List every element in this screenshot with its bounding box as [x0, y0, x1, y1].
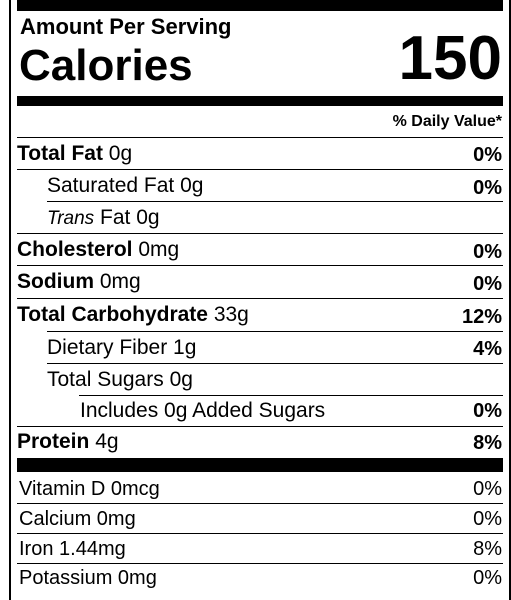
- trans-fat-label: Fat 0g: [100, 206, 160, 229]
- added-sugars-label: Includes 0g Added Sugars: [80, 399, 326, 422]
- vitamin-dv: 0%: [473, 508, 502, 530]
- cholesterol-label: Cholesterol: [17, 238, 133, 261]
- nutrition-facts-panel: Amount Per Serving Calories 150 % Daily …: [9, 0, 511, 600]
- vitamin-label: Vitamin D 0mcg: [19, 478, 160, 500]
- total-fat-dv: 0%: [473, 144, 502, 166]
- rule: [17, 533, 503, 534]
- vitamin-dv: 0%: [473, 567, 502, 589]
- saturated-fat-label: Saturated Fat 0g: [47, 174, 204, 197]
- rule: [47, 201, 503, 202]
- vitamin-label: Potassium 0mg: [19, 567, 157, 589]
- total-fat-row: Total Fat 0g: [17, 143, 132, 164]
- rule: [17, 426, 503, 427]
- rule: [17, 298, 503, 299]
- total-carbohydrate-label: Total Carbohydrate: [17, 303, 208, 326]
- rule: [17, 265, 503, 266]
- protein-label: Protein: [17, 430, 90, 453]
- rule: [17, 169, 503, 170]
- saturated-fat-dv: 0%: [473, 177, 502, 199]
- amount-per-serving-label: Amount Per Serving: [20, 14, 232, 39]
- total-fat-label: Total Fat: [17, 142, 103, 165]
- rule: [79, 395, 503, 396]
- trans-fat-italic-label: Trans: [47, 208, 95, 229]
- protein-dv: 8%: [473, 432, 502, 454]
- rule: [47, 331, 503, 332]
- top-thick-rule: [17, 0, 503, 11]
- added-sugars-dv: 0%: [473, 400, 502, 422]
- calories-label: Calories: [19, 41, 193, 90]
- vitamin-label: Calcium 0mg: [19, 508, 136, 530]
- sodium-dv: 0%: [473, 273, 502, 295]
- calories-value: 150: [398, 24, 502, 93]
- total-carbohydrate-amount: 33g: [213, 303, 249, 326]
- rule: [17, 137, 503, 138]
- protein-row: Protein 4g: [17, 431, 119, 452]
- cholesterol-amount: 0mg: [138, 238, 180, 261]
- total-fat-amount: 0g: [108, 142, 133, 165]
- protein-amount: 4g: [95, 430, 119, 453]
- sodium-label: Sodium: [17, 270, 94, 293]
- sodium-row: Sodium 0mg: [17, 271, 141, 292]
- vitamins-thick-rule: [17, 458, 503, 472]
- rule: [47, 363, 503, 364]
- total-carbohydrate-row: Total Carbohydrate 33g: [17, 304, 249, 325]
- cholesterol-dv: 0%: [473, 241, 502, 263]
- dietary-fiber-label: Dietary Fiber 1g: [47, 336, 197, 359]
- trans-fat-row: Trans Fat 0g: [47, 207, 160, 228]
- rule: [17, 233, 503, 234]
- total-sugars-label: Total Sugars 0g: [47, 368, 193, 391]
- dietary-fiber-dv: 4%: [473, 338, 502, 360]
- total-carbohydrate-dv: 12%: [461, 306, 502, 328]
- rule: [17, 503, 503, 504]
- cholesterol-row: Cholesterol 0mg: [17, 239, 179, 260]
- calories-thick-rule: [17, 96, 503, 106]
- vitamin-dv: 8%: [473, 538, 502, 560]
- vitamin-dv: 0%: [473, 478, 502, 500]
- sodium-amount: 0mg: [99, 270, 141, 293]
- rule: [17, 563, 503, 564]
- daily-value-header: % Daily Value*: [392, 113, 502, 130]
- vitamin-label: Iron 1.44mg: [19, 538, 126, 560]
